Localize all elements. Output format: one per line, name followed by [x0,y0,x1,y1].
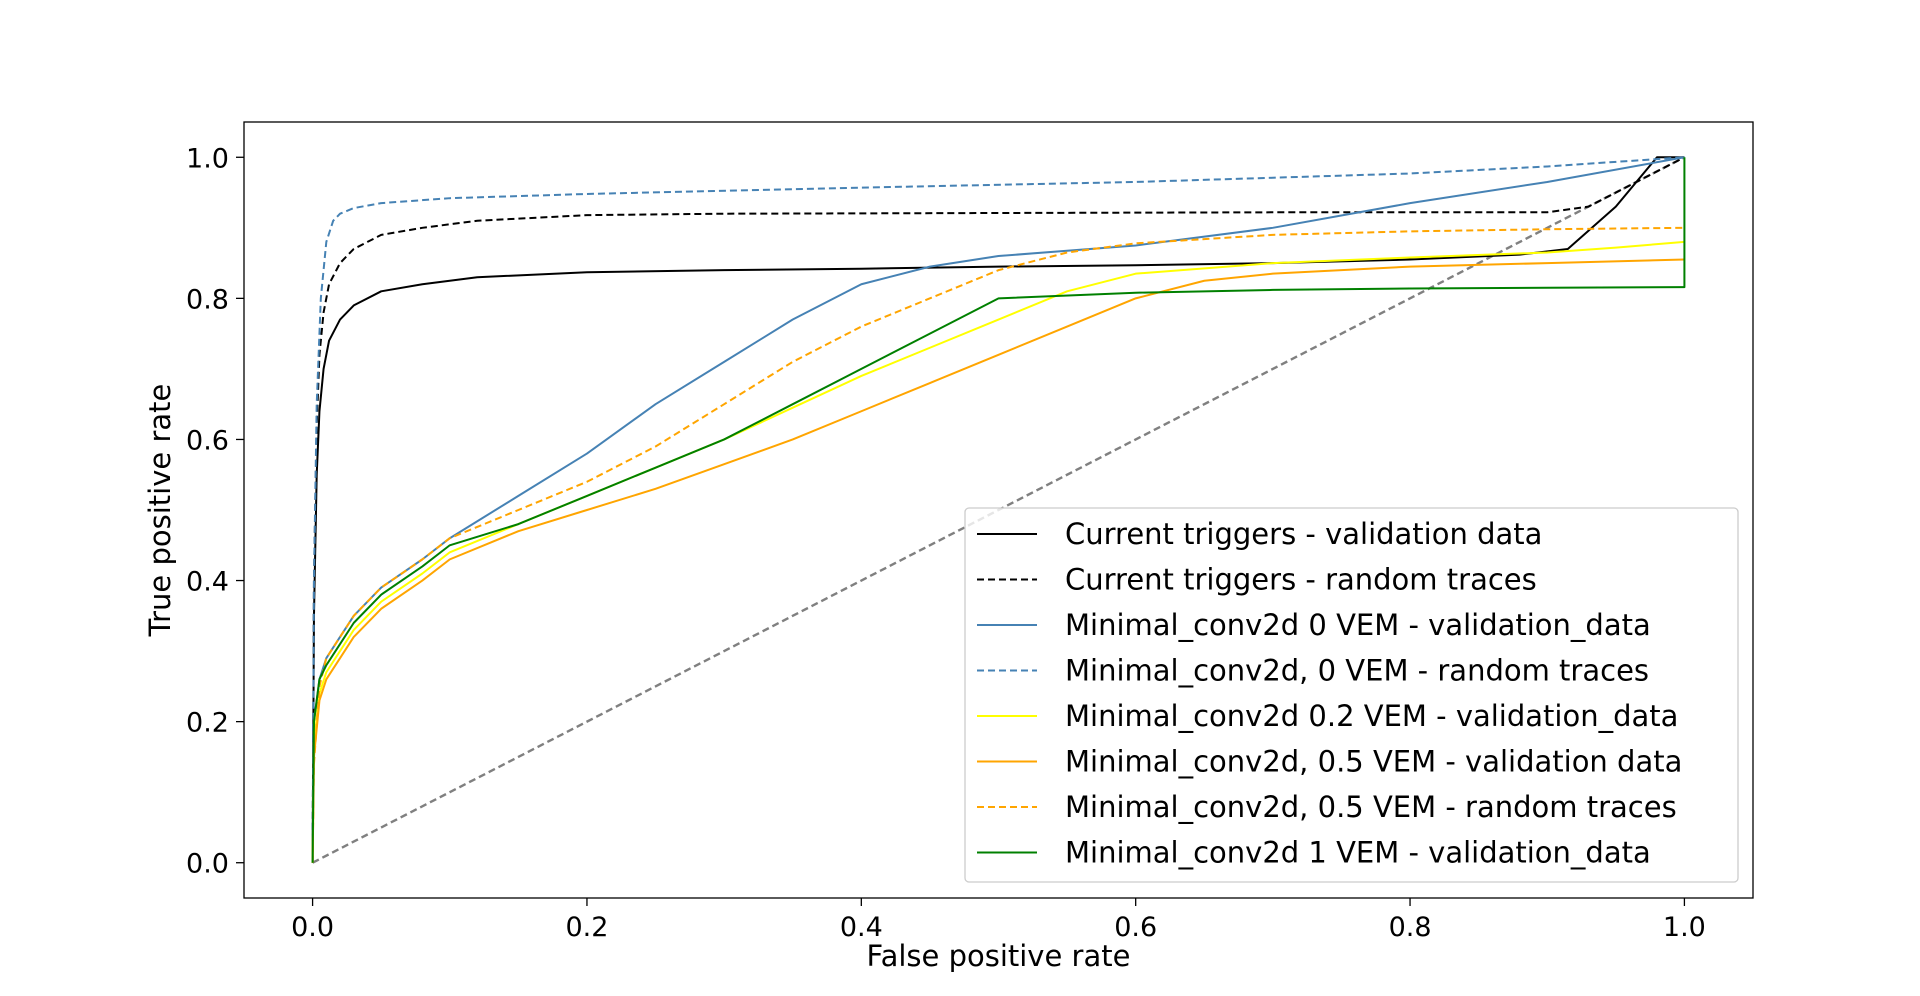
y-tick-label: 0.0 [186,849,229,880]
legend-label-7: Minimal_conv2d, 0.5 VEM - random traces [1065,790,1677,824]
x-axis-label: False positive rate [867,939,1131,973]
axes-frame [243,121,1754,899]
legend: Current triggers - validation data Curren… [964,507,1739,883]
y-axis-label: True positive rate [143,384,177,638]
legend-label-8: Minimal_conv2d 1 VEM - validation_data [1065,836,1651,870]
legend-label-6: Minimal_conv2d, 0.5 VEM - validation dat… [1065,745,1682,779]
y-tick-label: 0.2 [186,708,229,739]
x-tick-label: 1.0 [1663,912,1706,943]
series-line-6 [311,258,1685,863]
x-tick-label: 0.0 [291,912,334,943]
y-tick-label: 1.0 [186,143,229,174]
y-tick-label: 0.4 [186,567,229,598]
x-tick-label: 0.8 [1389,912,1432,943]
x-tick-label: 0.6 [1114,912,1157,943]
y-tick-label: 0.8 [186,284,229,315]
legend-label-1: Current triggers - validation data [1065,517,1542,551]
series-line-3 [311,156,1685,863]
axes: 0.0 0.2 0.4 0.6 0.8 1.0 0.0 0.2 0.4 0.6 0.8 1.0 [186,121,1754,943]
legend-label-2: Current triggers - random traces [1065,563,1537,597]
x-tick-label: 0.2 [565,912,608,943]
legend-label-4: Minimal_conv2d, 0 VEM - random traces [1065,654,1649,688]
legend-box [964,507,1739,883]
y-tick-label: 0.6 [186,425,229,456]
plot-area [311,156,1686,864]
legend-label-3: Minimal_conv2d 0 VEM - validation_data [1065,608,1651,642]
legend-label-5: Minimal_conv2d 0.2 VEM - validation_data [1065,699,1678,733]
x-tick-label: 0.4 [840,912,883,943]
series-line-4 [311,156,1685,863]
series-line-7 [311,226,1685,863]
series-line-8 [311,157,1686,863]
